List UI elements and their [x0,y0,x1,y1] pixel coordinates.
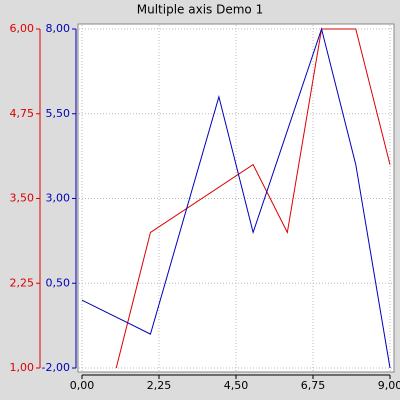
y-tick-label: 6,00 [10,22,35,35]
x-tick-label: 0,00 [70,379,95,392]
x-tick-label: 9,00 [378,379,400,392]
y-tick-label: 2,25 [10,276,35,289]
y-tick-label: 3,50 [10,192,35,205]
y-tick-label: 4,75 [10,107,35,120]
line-series [115,28,391,369]
line-series [81,27,391,369]
y-tick-label: 1,00 [10,361,35,374]
y2-tick-label: 3,00 [46,192,71,205]
y2-tick-label: 5,50 [46,107,71,120]
y2-tick-label: -2,00 [42,361,70,374]
chart-title: Multiple axis Demo 1 [137,3,263,17]
x-tick-label: 2,25 [147,379,172,392]
x-tick-label: 6,75 [301,379,326,392]
y2-tick-label: 8,00 [46,22,71,35]
x-tick-label: 4,50 [224,379,249,392]
y2-tick-label: 0,50 [46,276,71,289]
